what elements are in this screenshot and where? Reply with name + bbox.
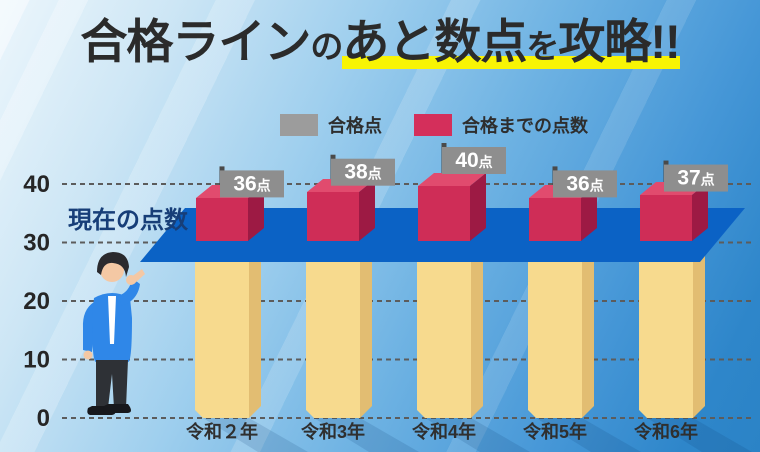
title-segment: 合格ライン [80, 15, 311, 68]
gap-cube [640, 195, 692, 241]
gap-cube-side [692, 182, 708, 241]
bar-column-side [471, 252, 483, 418]
score-flag [331, 158, 395, 186]
legend-item: 合格点 [280, 112, 382, 138]
score-flag [664, 164, 728, 192]
bar-column [528, 258, 582, 418]
bar-column-side [693, 252, 705, 418]
score-flag-label: 40点 [455, 149, 492, 172]
person-illustration [82, 252, 145, 415]
legend-swatch-icon [414, 114, 452, 136]
gap-cube [307, 192, 359, 241]
score-flag [220, 170, 284, 198]
column-shadow [536, 418, 641, 452]
title-segment: を [526, 28, 559, 65]
gap-cube [196, 198, 248, 241]
bar-column [306, 258, 360, 418]
y-tick-label: 30 [23, 230, 50, 257]
bar-column-side [249, 252, 261, 418]
legend-label: 合格点 [328, 116, 382, 136]
score-flag-label: 37点 [677, 167, 714, 190]
bar-column-side [582, 252, 594, 418]
bar-column [417, 258, 471, 418]
x-category-label: 令和4年 [411, 421, 476, 442]
legend-label: 合格までの点数 [462, 116, 588, 136]
title-segment: の [310, 28, 343, 65]
x-category-label: 令和6年 [633, 421, 698, 442]
score-flag-label: 36点 [566, 172, 603, 195]
bar-column [195, 258, 249, 418]
gap-cube-top [418, 173, 486, 186]
y-tick-label: 0 [37, 405, 50, 432]
bar-column [639, 258, 693, 418]
score-flag [553, 170, 617, 198]
page-title: 合格ラインのあと数点を攻略!! [0, 15, 760, 69]
gap-cube [529, 198, 581, 241]
title-segment: あと数点 [342, 15, 527, 68]
y-tick-label: 40 [23, 171, 50, 198]
column-shadow [203, 418, 308, 452]
x-category-label: 令和２年 [185, 421, 258, 442]
x-category-label: 令和3年 [300, 421, 365, 442]
bar-column-side [360, 252, 372, 418]
column-shadow [425, 418, 530, 452]
title-highlighted-part: あと数点を攻略!! [342, 15, 681, 69]
score-flag-label: 36点 [233, 172, 270, 195]
legend: 合格点 合格までの点数 [54, 112, 760, 138]
y-tick-label: 20 [23, 288, 50, 315]
score-flag [442, 147, 506, 174]
legend-item: 合格までの点数 [414, 112, 588, 138]
y-tick-label: 10 [23, 347, 50, 374]
gap-cube-side [359, 179, 375, 241]
column-shadow [314, 418, 419, 452]
gap-cube [418, 186, 470, 241]
title-segment: 攻略!! [558, 15, 680, 68]
gap-cube-side [248, 185, 264, 241]
column-shadow [647, 418, 752, 452]
legend-swatch-icon [280, 114, 318, 136]
score-flag-label: 38点 [344, 161, 381, 184]
x-category-label: 令和5年 [522, 421, 587, 442]
gap-cube-side [470, 173, 486, 241]
current-score-band-label: 現在の点数 [68, 206, 189, 234]
gap-cube-side [581, 185, 597, 241]
